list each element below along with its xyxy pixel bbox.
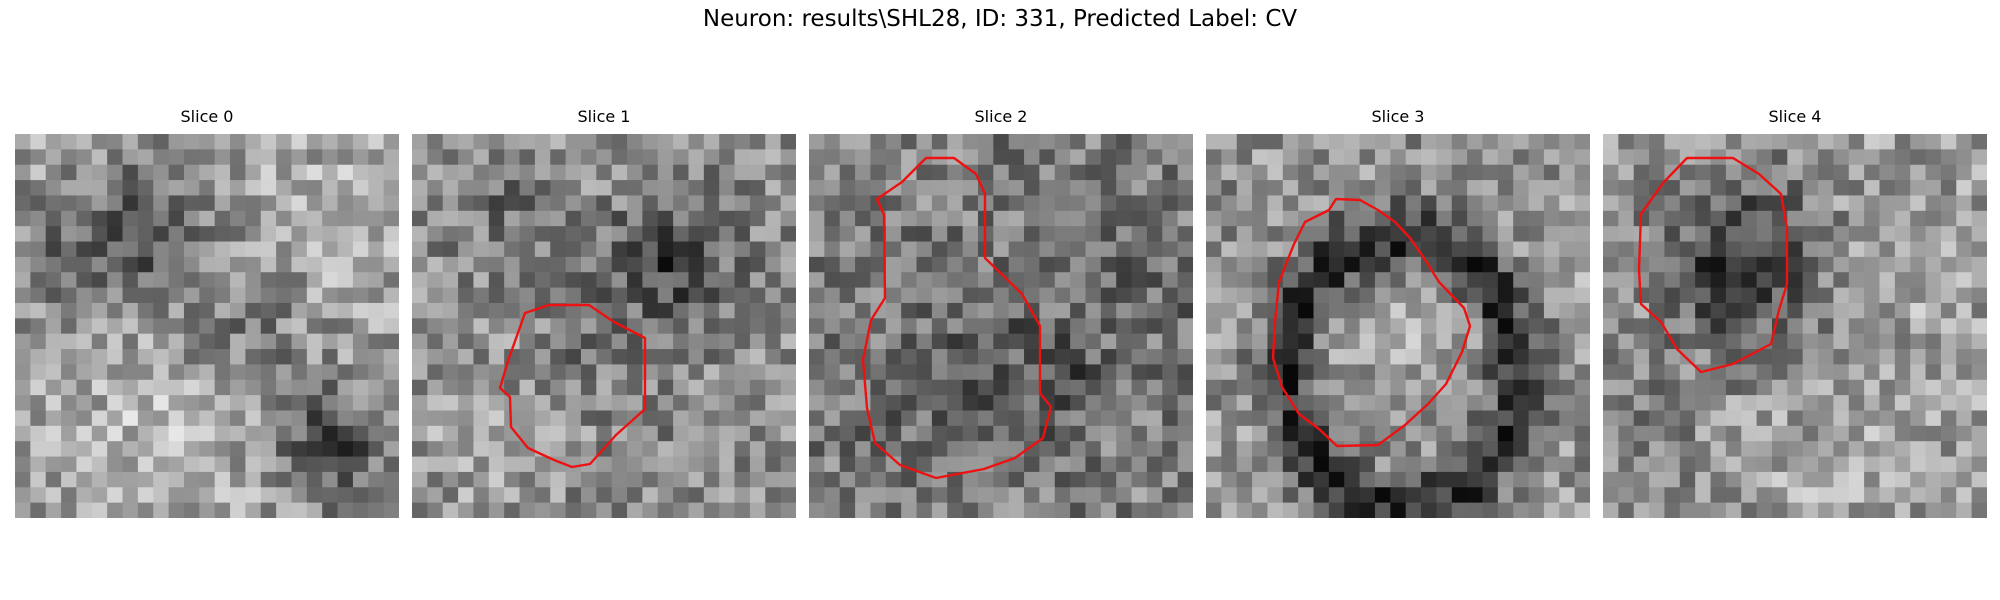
figure-title: Neuron: results\SHL28, ID: 331, Predicte… (702, 6, 1298, 32)
slice-image-0 (15, 134, 399, 518)
slice-image-4 (1603, 134, 1987, 518)
segmentation-contour-1 (498, 303, 647, 469)
slice-pixels-0 (15, 134, 399, 518)
slice-title-3: Slice 3 (1371, 107, 1425, 126)
slice-title-2: Slice 2 (974, 107, 1028, 126)
segmentation-contour-3 (1271, 197, 1472, 448)
slice-image-2 (809, 134, 1193, 518)
slice-title-0: Slice 0 (180, 107, 234, 126)
segmentation-contour-4 (1637, 156, 1789, 374)
slice-pixels-4 (1603, 134, 1987, 518)
slice-pixels-2 (809, 134, 1193, 518)
slice-title-4: Slice 4 (1768, 107, 1822, 126)
slice-image-3 (1206, 134, 1590, 518)
slice-pixels-1 (412, 134, 796, 518)
slice-image-1 (412, 134, 796, 518)
slice-pixels-3 (1206, 134, 1590, 518)
slice-title-1: Slice 1 (577, 107, 631, 126)
segmentation-contour-2 (861, 156, 1053, 480)
